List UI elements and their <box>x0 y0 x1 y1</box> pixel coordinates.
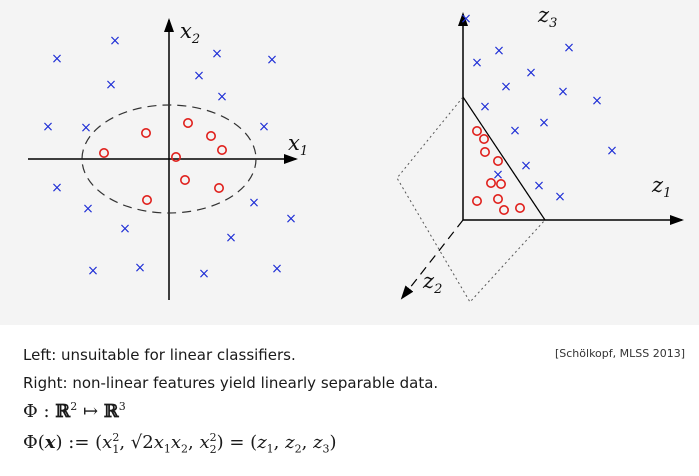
circle-marker <box>495 179 506 190</box>
cross-marker: × <box>109 33 121 49</box>
cross-marker: × <box>285 211 297 227</box>
right-panel: z1 z2 z3 ×× ×××××× ×× ×××××× <box>396 3 684 303</box>
cross-marker: × <box>554 189 566 205</box>
circle-marker <box>478 134 489 145</box>
cross-marker: × <box>460 11 472 27</box>
cross-marker: × <box>525 65 537 81</box>
cross-marker: × <box>538 115 550 131</box>
figure-canvas: x1 x2 ××× ××××× × ×××××××× × × × z1 z2 z3 ×× ××… <box>28 3 684 303</box>
separating-plane <box>396 96 546 303</box>
circle-marker <box>471 126 482 137</box>
cross-marker: × <box>591 93 603 109</box>
cross-marker: × <box>51 180 63 196</box>
decision-ellipse <box>81 104 257 214</box>
cross-marker: × <box>493 43 505 59</box>
plane-boundary <box>462 96 546 221</box>
cross-marker: × <box>520 158 532 174</box>
right-points: ×× ×××××× ×× ×××××× <box>460 11 618 216</box>
circle-marker <box>492 194 503 205</box>
circle-marker <box>514 203 525 214</box>
cross-marker: × <box>563 40 575 56</box>
z2-axis-label: z2 <box>422 269 442 297</box>
cross-marker: × <box>193 68 205 84</box>
circle-marker <box>171 152 182 163</box>
cross-marker: × <box>42 119 54 135</box>
circle-marker <box>99 148 110 159</box>
cross-marker: × <box>211 46 223 62</box>
citation: [Schölkopf, MLSS 2013] <box>554 347 685 360</box>
cross-marker: × <box>225 230 237 246</box>
left-points: × × × × × × × × × × × × × × × × × × × × <box>42 33 297 282</box>
caption-left: Left: unsuitable for linear classifiers. <box>23 346 296 364</box>
left-y-axis-label: x2 <box>180 19 200 47</box>
circle-marker <box>479 147 490 158</box>
circle-marker <box>206 131 217 142</box>
circle-marker <box>471 196 482 207</box>
cross-marker: × <box>258 119 270 135</box>
cross-marker: × <box>500 79 512 95</box>
cross-marker: × <box>533 178 545 194</box>
cross-marker: × <box>134 260 146 276</box>
cross-marker: × <box>216 89 228 105</box>
kernel-trick-figure: x1 x2 × × × × × × × × × × × × × × × × × × × × z1 z2 z3 × × × ×… <box>0 0 699 325</box>
circle-marker <box>183 118 194 129</box>
circle-marker <box>141 128 152 139</box>
z1-axis-label: z1 <box>651 173 671 201</box>
feature-map-definition: Φ(x) := (x21, √2x1x2, x22) = (z1, z2, z3… <box>23 431 337 456</box>
circle-marker <box>142 195 153 206</box>
circle-marker <box>217 145 228 156</box>
cross-marker: × <box>87 263 99 279</box>
cross-marker: × <box>271 261 283 277</box>
cross-marker: × <box>557 84 569 100</box>
circle-marker <box>180 175 191 186</box>
circle-marker <box>492 156 503 167</box>
cross-marker: × <box>198 266 210 282</box>
cross-marker: × <box>266 52 278 68</box>
z3-axis-label: z3 <box>537 3 557 31</box>
z2-axis <box>400 219 464 300</box>
cross-marker: × <box>492 167 504 183</box>
cross-marker: × <box>606 143 618 159</box>
cross-marker: × <box>51 51 63 67</box>
cross-marker: × <box>471 55 483 71</box>
circle-marker <box>498 205 509 216</box>
feature-map-signature: Φ : ℝ2 ↦ ℝ3 <box>23 400 126 422</box>
cross-marker: × <box>82 201 94 217</box>
cross-marker: × <box>105 77 117 93</box>
caption-right: Right: non-linear features yield linearl… <box>23 374 439 392</box>
left-x-axis-label: x1 <box>288 131 308 159</box>
circle-marker <box>485 178 496 189</box>
cross-marker: × <box>479 99 491 115</box>
cross-marker: × <box>509 123 521 139</box>
cross-marker: × <box>119 221 131 237</box>
cross-marker: × <box>248 195 260 211</box>
cross-marker: × <box>80 120 92 136</box>
circle-marker <box>214 183 225 194</box>
left-panel: x1 x2 × × × × × × × × × × × × × × × × × × × × <box>28 18 308 300</box>
